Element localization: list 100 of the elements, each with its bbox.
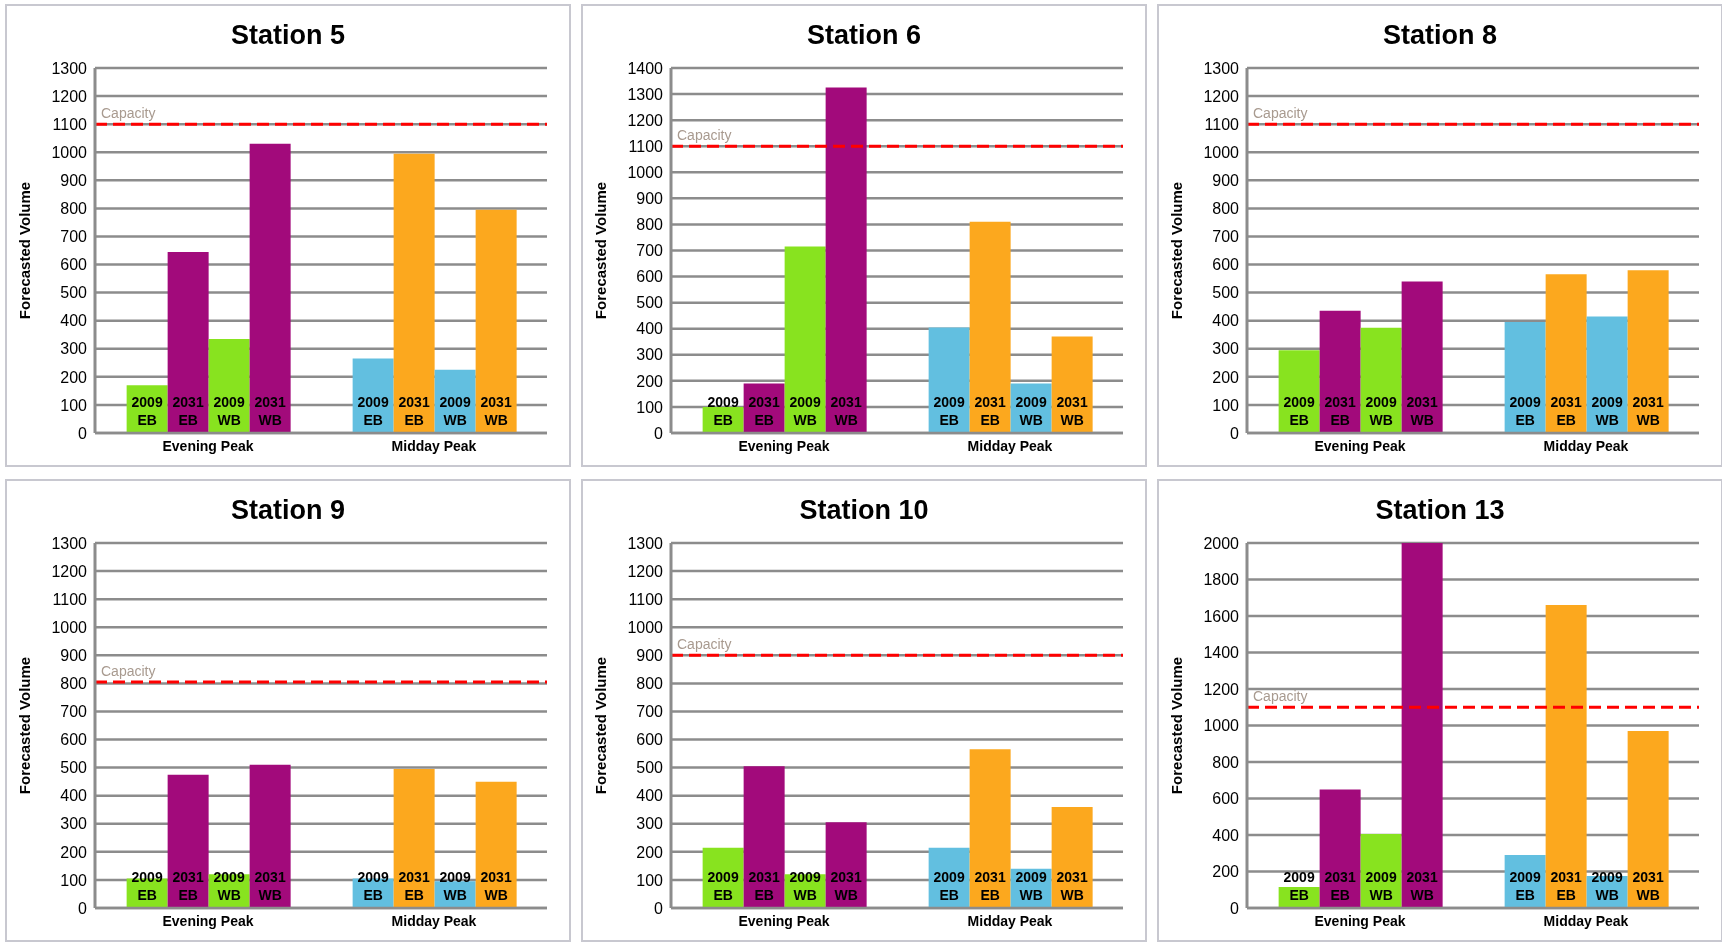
y-tick-label: 700 <box>1212 228 1240 246</box>
y-tick-label: 1000 <box>51 618 88 636</box>
y-tick-label: 300 <box>636 815 664 833</box>
x-tick-label: Evening Peak <box>1314 912 1406 929</box>
x-tick-label: Midday Peak <box>967 912 1053 929</box>
ref-line-label: Capacity <box>1253 688 1308 705</box>
text: 2009 EB <box>1509 394 1541 428</box>
y-tick-label: 600 <box>636 731 664 749</box>
x-tick-label: Evening Peak <box>738 912 830 929</box>
y-tick-label: 500 <box>636 294 664 312</box>
y-tick-label: 300 <box>636 346 664 364</box>
y-tick-label: 1100 <box>628 590 664 608</box>
series-label: 2031 EB <box>1324 394 1356 428</box>
text: 2031 EB <box>1550 869 1582 903</box>
y-tick-label: 1200 <box>1203 87 1240 105</box>
y-tick-label: 1000 <box>1203 143 1240 161</box>
y-tick-label: 0 <box>654 424 664 442</box>
y-tick-label: 1200 <box>627 562 664 580</box>
y-tick-label: 1200 <box>51 562 88 580</box>
series-label: 2009 EB <box>1283 394 1315 428</box>
y-tick-label: 700 <box>60 228 88 246</box>
series-label: 2031 WB <box>254 869 286 903</box>
y-axis-title: Forecasted Volume <box>1168 181 1186 320</box>
y-axis-title: Forecasted Volume <box>1168 656 1186 795</box>
ref-line-label: Capacity <box>101 105 156 122</box>
ref-line-label: Capacity <box>1253 105 1308 122</box>
y-tick-label: 400 <box>1212 312 1240 330</box>
y-tick-label: 800 <box>1212 753 1240 771</box>
y-axis-title: Forecasted Volume <box>592 656 610 795</box>
y-tick-label: 900 <box>636 190 664 208</box>
y-tick-label: 100 <box>636 398 664 416</box>
y-tick-label: 1100 <box>52 590 88 608</box>
series-label: 2031 WB <box>1056 869 1088 903</box>
x-tick-label: Evening Peak <box>162 437 254 454</box>
text: 2009 EB <box>1509 869 1541 903</box>
y-tick-label: 200 <box>60 368 88 386</box>
y-tick-label: 800 <box>60 200 88 218</box>
ref-line-label: Capacity <box>677 127 732 144</box>
chart-title: Station 9 <box>230 495 346 527</box>
text: 2031 WB <box>480 869 512 903</box>
text: 2031 WB <box>830 394 862 428</box>
y-tick-label: 1400 <box>1203 644 1240 662</box>
ref-line-label: Capacity <box>677 636 732 653</box>
text: 2031 EB <box>974 394 1006 428</box>
y-tick-label: 800 <box>1212 200 1240 218</box>
series-label: 2009 EB <box>707 869 739 903</box>
y-tick-label: 700 <box>636 242 664 260</box>
y-tick-label: 200 <box>60 843 88 861</box>
x-tick-label: Midday Peak <box>1543 437 1629 454</box>
text: 2031 EB <box>974 869 1006 903</box>
y-tick-label: 100 <box>1212 396 1240 414</box>
y-tick-label: 1300 <box>51 59 88 77</box>
text: 2009 WB <box>1591 394 1623 428</box>
y-tick-label: 300 <box>1212 340 1240 358</box>
y-tick-label: 200 <box>1212 368 1240 386</box>
y-tick-label: 900 <box>60 646 88 664</box>
y-tick-label: 2000 <box>1203 534 1240 552</box>
x-tick-label: Midday Peak <box>391 437 477 454</box>
text: 2009 WB <box>789 869 821 903</box>
y-axis-title: Forecasted Volume <box>16 181 34 320</box>
y-tick-label: 900 <box>636 646 664 664</box>
y-tick-label: 1100 <box>628 137 664 155</box>
series-label: 2031 EB <box>1324 869 1356 903</box>
y-tick-label: 1300 <box>627 85 664 103</box>
x-tick-label: Midday Peak <box>967 437 1053 454</box>
y-tick-label: 500 <box>636 759 664 777</box>
y-tick-label: 1300 <box>51 534 88 552</box>
series-label: 2031 EB <box>398 869 430 903</box>
text: 2009 EB <box>933 869 965 903</box>
x-tick-label: Midday Peak <box>391 912 477 929</box>
text: 2031 WB <box>1632 394 1664 428</box>
y-tick-label: 600 <box>60 256 88 274</box>
series-label: 2031 WB <box>1406 394 1438 428</box>
y-tick-label: 100 <box>60 396 88 414</box>
chart-title: Station 6 <box>806 20 922 52</box>
y-tick-label: 500 <box>60 284 88 302</box>
series-label: 2009 EB <box>1283 869 1315 903</box>
y-tick-label: 1000 <box>1203 717 1240 735</box>
y-tick-label: 800 <box>636 216 664 234</box>
y-tick-label: 800 <box>60 675 88 693</box>
y-tick-label: 1800 <box>1203 571 1240 589</box>
y-tick-label: 1000 <box>627 618 664 636</box>
y-tick-label: 900 <box>1212 171 1240 189</box>
y-tick-label: 700 <box>636 703 664 721</box>
text: 2009 EB <box>131 394 163 428</box>
y-axis-title: Forecasted Volume <box>592 181 610 320</box>
y-tick-label: 400 <box>636 320 664 338</box>
y-tick-label: 600 <box>60 731 88 749</box>
y-tick-label: 1200 <box>1203 680 1240 698</box>
text: 2031 EB <box>172 869 204 903</box>
y-tick-label: 600 <box>1212 256 1240 274</box>
y-tick-label: 500 <box>1212 284 1240 302</box>
y-tick-label: 600 <box>636 268 664 286</box>
series-label: 2031 EB <box>748 869 780 903</box>
y-tick-label: 200 <box>636 372 664 390</box>
series-label: 2031 EB <box>398 394 430 428</box>
y-tick-label: 500 <box>60 759 88 777</box>
y-tick-label: 200 <box>1212 863 1240 881</box>
text: 2009 EB <box>933 394 965 428</box>
chart-title: Station 5 <box>230 20 346 52</box>
